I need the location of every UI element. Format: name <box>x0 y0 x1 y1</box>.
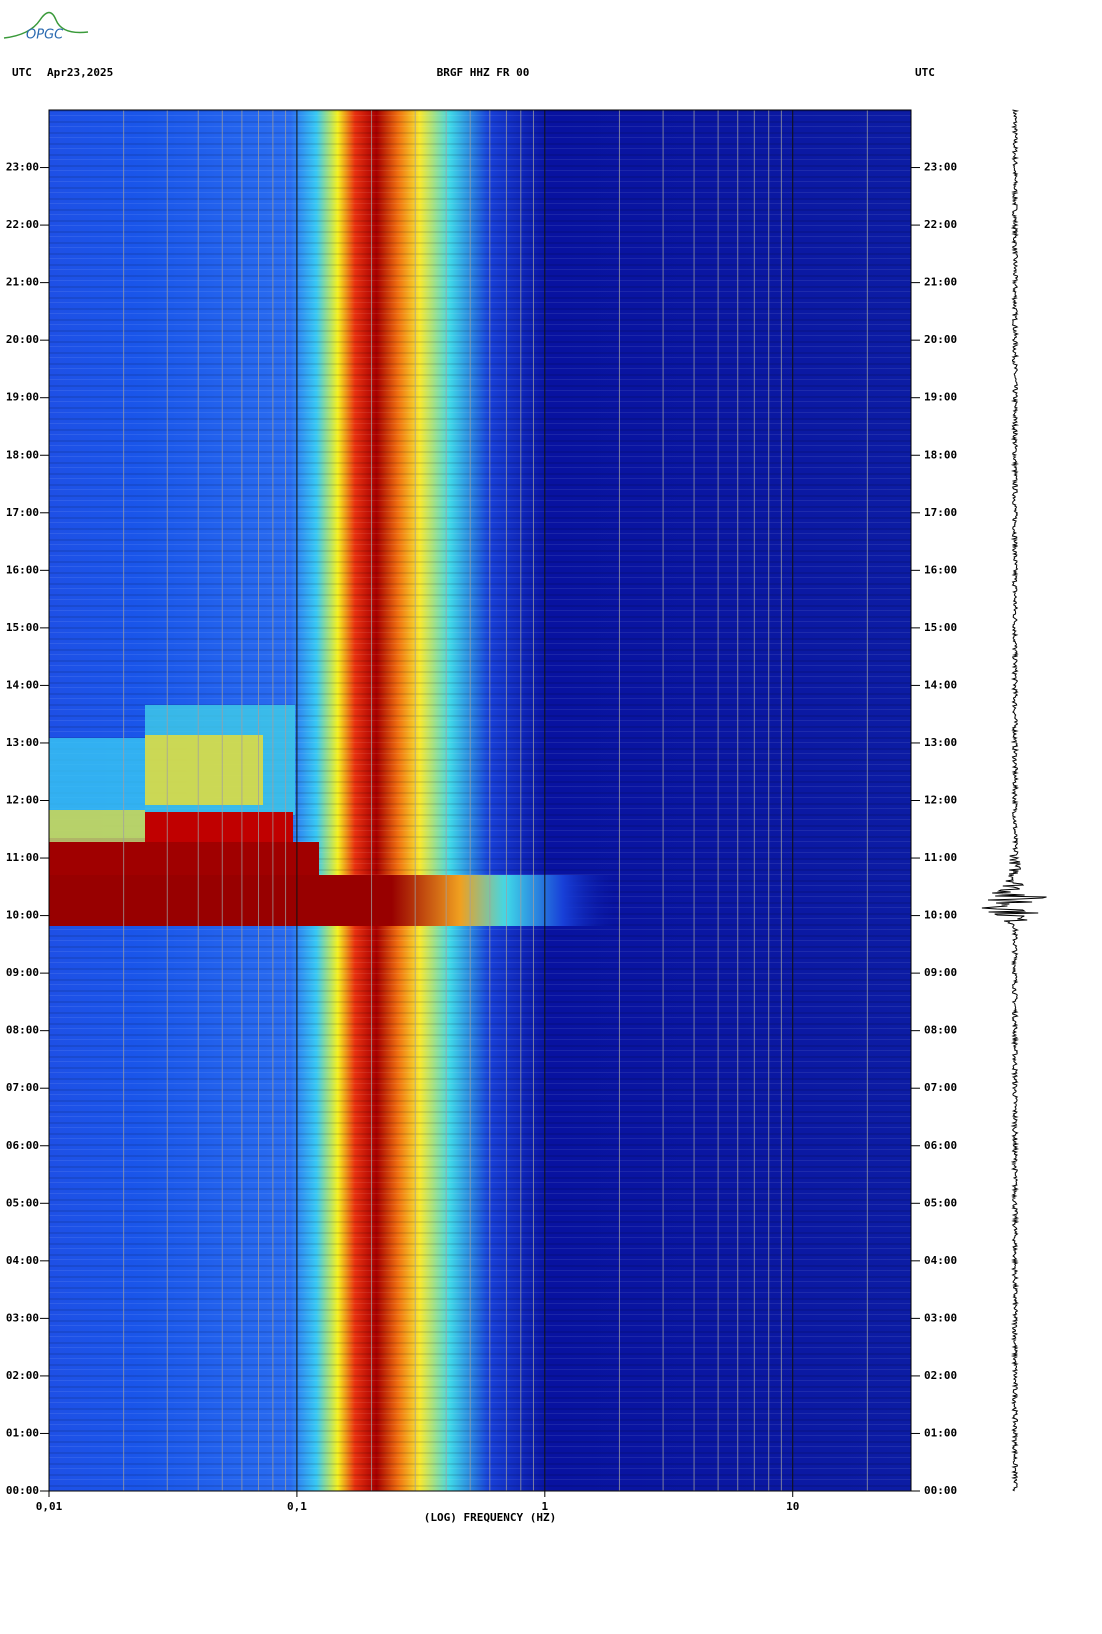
y-tick-label-left: 17:00 <box>6 506 39 519</box>
event-coda <box>49 842 319 877</box>
minor-ticks-right <box>891 110 911 1491</box>
y-tick-label-left: 23:00 <box>6 161 39 174</box>
x-tick-label: 0,1 <box>287 1500 307 1513</box>
y-tick-label-right: 19:00 <box>924 391 957 404</box>
y-tick-label-right: 13:00 <box>924 736 957 749</box>
y-tick-label-left: 06:00 <box>6 1139 39 1152</box>
y-tick-label-right: 10:00 <box>924 909 957 922</box>
x-axis-label: (LOG) FREQUENCY (HZ) <box>424 1511 556 1524</box>
y-tick-label-right: 16:00 <box>924 563 957 576</box>
timezone-right: UTC <box>915 66 935 79</box>
y-tick-label-left: 10:00 <box>6 909 39 922</box>
y-tick-label-left: 12:00 <box>6 794 39 807</box>
y-tick-label-left: 18:00 <box>6 448 39 461</box>
timezone-left: UTC <box>12 66 32 79</box>
y-tick-label-right: 08:00 <box>924 1024 957 1037</box>
y-tick-label-right: 12:00 <box>924 794 957 807</box>
chart-title: BRGF HHZ FR 00 <box>437 66 530 79</box>
y-tick-label-right: 02:00 <box>924 1369 957 1382</box>
y-tick-label-left: 01:00 <box>6 1426 39 1439</box>
y-tick-label-right: 23:00 <box>924 161 957 174</box>
y-tick-label-right: 21:00 <box>924 276 957 289</box>
y-tick-label-left: 07:00 <box>6 1081 39 1094</box>
x-tick-label: 0,01 <box>36 1500 63 1513</box>
event-coda <box>145 812 293 842</box>
y-tick-label-left: 08:00 <box>6 1024 39 1037</box>
logo: OPGC <box>3 11 89 43</box>
y-tick-label-left: 19:00 <box>6 391 39 404</box>
y-tick-label-right: 06:00 <box>924 1139 957 1152</box>
y-tick-label-right: 07:00 <box>924 1081 957 1094</box>
y-tick-label-left: 11:00 <box>6 851 39 864</box>
y-tick-label-right: 14:00 <box>924 678 957 691</box>
y-tick-label-left: 05:00 <box>6 1196 39 1209</box>
logo-text: OPGC <box>26 28 64 43</box>
y-tick-label-right: 09:00 <box>924 966 957 979</box>
seismogram-trace <box>981 109 1047 1492</box>
y-tick-label-left: 09:00 <box>6 966 39 979</box>
y-tick-label-right: 15:00 <box>924 621 957 634</box>
y-tick-label-left: 14:00 <box>6 678 39 691</box>
y-tick-label-left: 03:00 <box>6 1311 39 1324</box>
y-tick-label-left: 00:00 <box>6 1484 39 1497</box>
y-tick-label-left: 13:00 <box>6 736 39 749</box>
spectrogram <box>49 110 911 1491</box>
event-main <box>49 875 620 926</box>
date: Apr23,2025 <box>47 66 113 79</box>
y-tick-label-right: 22:00 <box>924 218 957 231</box>
y-tick-label-left: 02:00 <box>6 1369 39 1382</box>
y-tick-label-right: 01:00 <box>924 1426 957 1439</box>
y-tick-label-right: 05:00 <box>924 1196 957 1209</box>
y-tick-label-left: 15:00 <box>6 621 39 634</box>
y-tick-label-right: 17:00 <box>924 506 957 519</box>
y-tick-label-left: 21:00 <box>6 276 39 289</box>
y-tick-label-left: 04:00 <box>6 1254 39 1267</box>
y-tick-label-right: 20:00 <box>924 333 957 346</box>
y-tick-label-right: 00:00 <box>924 1484 957 1497</box>
y-tick-label-left: 22:00 <box>6 218 39 231</box>
y-tick-label-right: 18:00 <box>924 448 957 461</box>
y-tick-label-right: 11:00 <box>924 851 957 864</box>
y-tick-label-left: 16:00 <box>6 563 39 576</box>
x-tick-label: 1 <box>541 1500 548 1513</box>
y-tick-label-right: 04:00 <box>924 1254 957 1267</box>
y-tick-label-left: 20:00 <box>6 333 39 346</box>
y-tick-label-right: 03:00 <box>924 1311 957 1324</box>
grid <box>48 110 868 1491</box>
x-tick-label: 10 <box>786 1500 799 1513</box>
event-coda <box>145 735 263 805</box>
